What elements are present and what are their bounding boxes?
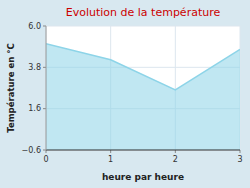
x-tick-label: 0: [43, 155, 48, 164]
x-tick-label: 3: [237, 155, 242, 164]
y-axis-label: Température en °C: [6, 43, 16, 132]
chart: −0.6 1.6 3.8 6.0 0 1 2 3 Evolution de la tempéra…: [0, 0, 250, 188]
y-tick-label: −0.6: [22, 146, 41, 155]
chart-container: −0.6 1.6 3.8 6.0 0 1 2 3 Evolution de la tempéra…: [0, 0, 250, 188]
y-tick-label: 3.8: [28, 63, 41, 72]
series: [46, 44, 240, 150]
x-grid-line: [46, 26, 47, 150]
line: [46, 44, 240, 90]
title: Evolution de la température: [66, 6, 221, 19]
x-axis-label: heure par heure: [102, 172, 184, 182]
y-grid-line: [46, 26, 240, 27]
y-tick-label: 1.6: [28, 104, 41, 113]
x-axis-line: [46, 150, 240, 151]
area-fill: [46, 44, 240, 150]
plot-background: [46, 26, 240, 150]
grid: [46, 26, 240, 150]
y-tick-label: 6.0: [28, 22, 41, 31]
y-grid-line: [46, 150, 240, 151]
x-tick-label: 2: [173, 155, 178, 164]
y-axis-line: [46, 26, 47, 150]
ticks: −0.6 1.6 3.8 6.0 0 1 2 3: [22, 22, 243, 165]
x-tick-label: 1: [108, 155, 113, 164]
